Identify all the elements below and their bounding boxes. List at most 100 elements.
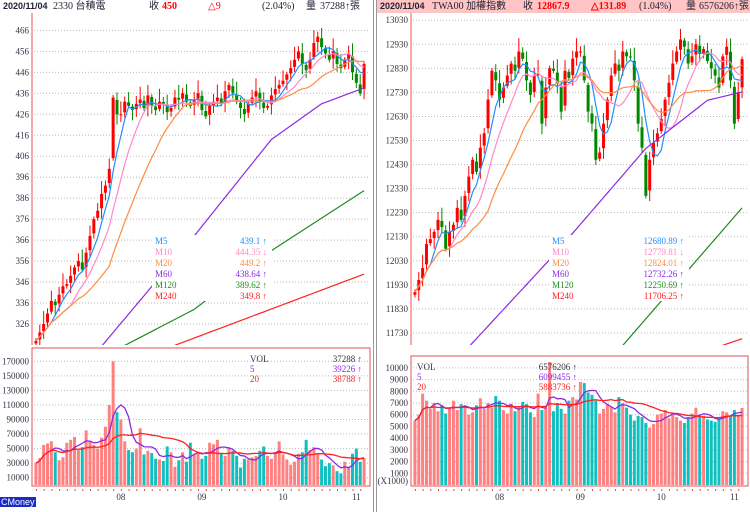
- volume-bar: [475, 405, 479, 485]
- candle-body: [525, 61, 529, 81]
- volume-bar: [42, 444, 46, 485]
- volume-bar: [65, 442, 69, 485]
- candle-body: [686, 49, 690, 64]
- volume-bar: [312, 447, 316, 485]
- volume-bar: [671, 412, 675, 485]
- candle-body: [204, 111, 208, 117]
- volume-bar: [184, 461, 188, 485]
- volume-bar: [655, 414, 659, 485]
- volume-ma20-line: [35, 432, 365, 464]
- volume-bar: [482, 408, 486, 485]
- candle-body: [354, 73, 358, 83]
- x-tick-mark: [514, 489, 516, 491]
- volume-bar: [467, 414, 471, 485]
- candle-body: [362, 63, 366, 89]
- x-tick-mark: [591, 489, 593, 491]
- x-tick-mark: [113, 489, 115, 491]
- volume-bar: [157, 459, 161, 485]
- ma-line-m60: [101, 87, 365, 345]
- volume-bar: [471, 412, 475, 485]
- volume-bar: [625, 407, 629, 485]
- candle-body: [509, 63, 513, 74]
- volume-legend-value: 6099455 ↑: [539, 372, 577, 382]
- volume-bar: [463, 406, 467, 485]
- volume-bar: [590, 394, 594, 485]
- x-tick-mark: [553, 489, 555, 491]
- candle-body: [682, 40, 686, 47]
- volume-bar: [96, 448, 100, 485]
- candle-body: [548, 68, 552, 85]
- volume-bar: [258, 450, 262, 485]
- candle-body: [659, 118, 663, 132]
- candle-body: [582, 55, 586, 81]
- y-tick-label: 12930: [386, 39, 409, 49]
- x-tick-mark: [530, 489, 532, 491]
- candle-body: [88, 235, 92, 251]
- ma-legend-name: M120: [552, 280, 574, 290]
- candle-body: [308, 59, 312, 69]
- volume-bar: [736, 414, 740, 485]
- candle-body: [571, 58, 575, 76]
- volume-bar: [192, 454, 196, 485]
- quote-header: 2020/11/04 2330 台積電 收 450 △9 (2.04%) 量 3…: [0, 0, 373, 13]
- x-tick-mark: [228, 489, 230, 491]
- volume-bar: [331, 465, 335, 485]
- volume-bar: [138, 428, 142, 485]
- volume-bar: [239, 467, 243, 485]
- candle-body: [628, 56, 632, 58]
- volume-bar: [559, 408, 563, 485]
- x-month-label: 09: [576, 492, 586, 502]
- x-month-label: 10: [657, 492, 667, 502]
- candle-body: [65, 284, 69, 286]
- candle-body: [42, 324, 46, 332]
- volume-tick-label: 4000: [390, 433, 409, 443]
- x-tick-mark: [290, 489, 292, 491]
- candle-body: [667, 82, 671, 98]
- volume-bar: [598, 413, 602, 485]
- ma-legend-name: M5: [155, 236, 168, 246]
- volume-bar: [281, 454, 285, 485]
- cmoney-logo[interactable]: CMoney: [0, 497, 36, 507]
- candle-body: [254, 91, 258, 97]
- ma-legend-value: 12680.89 ↑: [644, 236, 685, 246]
- volume-bar: [517, 407, 521, 485]
- volume-bar: [478, 398, 482, 485]
- volume-bar: [115, 412, 119, 485]
- candle-body: [281, 80, 285, 85]
- candle-body: [347, 53, 351, 59]
- y-tick-label: 376: [16, 214, 30, 224]
- candle-body: [335, 53, 339, 64]
- ma-line-m240: [174, 273, 365, 345]
- volume-unit-label: (X1000): [378, 476, 409, 486]
- y-tick-label: 426: [16, 109, 30, 119]
- stock-chart-svg[interactable]: 466 456 446 436 426 416 406 396 386 376 366 356 346 3…: [0, 0, 373, 512]
- x-tick-mark: [653, 489, 655, 491]
- index-chart-svg[interactable]: 13030 12930 12830 12730 12630 12530 12430 12330…: [377, 0, 750, 512]
- x-tick-mark: [360, 489, 362, 491]
- y-tick-label: 12630: [386, 111, 409, 121]
- candle-body: [648, 159, 652, 191]
- candle-body: [498, 83, 502, 100]
- x-tick-mark: [244, 489, 246, 491]
- volume-bar: [567, 400, 571, 485]
- ma-legend-name: M60: [552, 269, 570, 279]
- volume-bar: [339, 473, 343, 485]
- y-tick-label: 12730: [386, 87, 409, 97]
- volume-bar: [436, 411, 440, 485]
- volume-bar: [223, 455, 227, 485]
- x-month-label: 09: [197, 492, 207, 502]
- candle-body: [482, 133, 486, 146]
- volume-bar: [53, 452, 57, 485]
- x-tick-mark: [151, 489, 153, 491]
- x-tick-mark: [445, 489, 447, 491]
- volume-bar: [528, 412, 532, 485]
- x-tick-mark: [120, 489, 122, 491]
- volume-bar: [725, 412, 729, 485]
- volume-bar: [250, 457, 254, 485]
- volume-bar: [134, 448, 138, 485]
- candle-body: [53, 301, 57, 306]
- volume-bar: [686, 417, 690, 485]
- volume-bar: [177, 460, 181, 485]
- y-tick-label: 12530: [386, 136, 409, 146]
